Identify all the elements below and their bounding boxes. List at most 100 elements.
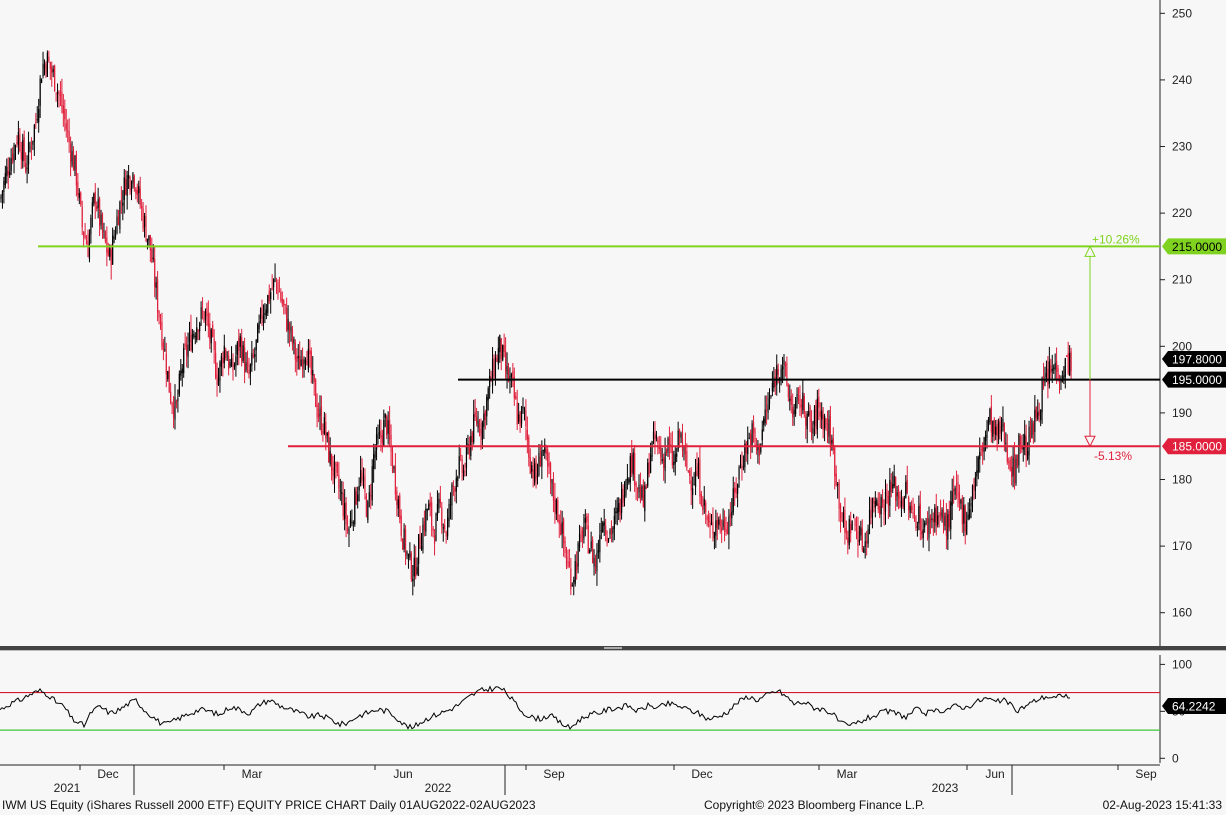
candle-body <box>213 338 215 351</box>
candle-body <box>928 518 930 538</box>
candle-body <box>323 417 325 434</box>
candle-body <box>149 235 151 251</box>
candle-body <box>447 517 449 537</box>
candle-body <box>716 520 718 529</box>
rsi-plot-area <box>0 655 1160 763</box>
candle-body <box>948 510 950 528</box>
candle-body <box>496 357 498 362</box>
candle-body <box>999 420 1001 434</box>
candle-body <box>257 324 259 343</box>
candle-body <box>307 348 309 370</box>
candle-body <box>94 191 96 205</box>
candle-body <box>352 522 354 524</box>
candle-body <box>1002 419 1004 427</box>
candle-body <box>940 512 942 517</box>
candle-body <box>995 426 997 436</box>
candle-body <box>120 200 122 202</box>
candle-body <box>767 404 769 413</box>
candle-body <box>1006 446 1008 462</box>
candle-body <box>677 430 679 451</box>
candle-body <box>728 516 730 535</box>
candle-body <box>80 192 82 205</box>
price-tick-label: 160 <box>1172 606 1192 620</box>
candle-body <box>671 445 673 466</box>
candle-body <box>902 498 904 507</box>
candle-body <box>819 411 821 417</box>
candle-body <box>219 362 221 381</box>
candle-body <box>48 56 50 62</box>
candle-body <box>955 483 958 485</box>
candle-body <box>941 509 943 519</box>
candle-body <box>422 524 424 550</box>
panel-divider[interactable] <box>0 646 1226 651</box>
candle-body <box>30 147 33 150</box>
candle-body <box>549 463 552 482</box>
candle-body <box>126 175 128 196</box>
candle-body <box>183 348 185 374</box>
candle-body <box>916 526 918 528</box>
candle-body <box>368 492 370 500</box>
candle-body <box>837 484 839 486</box>
candle-body <box>331 453 333 471</box>
candle-body <box>378 432 381 436</box>
rsi-tick-label: 0 <box>1172 751 1179 765</box>
month-label: Sep <box>543 767 565 781</box>
candle-body <box>768 398 771 405</box>
candle-body <box>808 410 810 416</box>
level-label-bg <box>1162 438 1226 455</box>
candle-body <box>665 449 668 453</box>
candle-body <box>454 488 456 492</box>
candle-body <box>771 383 773 392</box>
candle-body <box>306 361 308 366</box>
month-label: Dec <box>97 767 118 781</box>
candle-body <box>1060 380 1062 382</box>
candle-body <box>587 525 589 554</box>
candle-body <box>861 528 863 550</box>
candle-body <box>370 495 372 497</box>
candle-body <box>100 214 102 225</box>
candle-body <box>700 493 702 506</box>
candle-body <box>754 428 756 442</box>
candle-body <box>763 418 765 425</box>
candle-body <box>245 362 247 371</box>
candle-body <box>558 520 560 525</box>
candle-body <box>719 515 721 527</box>
candle-body <box>239 335 241 347</box>
splitter-grip[interactable] <box>604 647 622 649</box>
candle-body <box>903 497 905 511</box>
candle-body <box>986 428 988 438</box>
candle-body <box>721 527 723 532</box>
candle-body <box>565 557 568 567</box>
month-label: Sep <box>1135 767 1157 781</box>
candle-body <box>296 356 298 362</box>
candle-body <box>315 379 317 407</box>
candle-body <box>502 345 504 361</box>
candle-body <box>826 423 829 436</box>
candle-body <box>433 535 436 544</box>
candle-body <box>766 409 768 411</box>
candle-body <box>697 463 700 478</box>
candle-body <box>1008 461 1010 463</box>
candle-body <box>71 151 73 165</box>
candle-body <box>529 457 531 474</box>
candle-body <box>506 366 508 375</box>
candle-body <box>784 363 787 367</box>
candle-body <box>538 452 540 476</box>
candle-body <box>418 534 420 564</box>
candle-body <box>229 362 231 366</box>
candle-body <box>458 456 460 476</box>
candle-body <box>984 435 987 441</box>
candle-body <box>215 352 217 378</box>
candle-body <box>890 482 892 492</box>
candle-body <box>626 477 628 481</box>
candle-body <box>383 420 385 447</box>
candle-body <box>616 507 618 514</box>
candle-body <box>404 529 407 556</box>
candle-body <box>145 216 147 241</box>
candle-body <box>403 528 405 550</box>
candle-body <box>1051 368 1053 372</box>
candle-body <box>557 500 559 522</box>
candle-body <box>777 369 779 375</box>
candle-body <box>680 433 682 439</box>
candle-body <box>1019 435 1021 446</box>
